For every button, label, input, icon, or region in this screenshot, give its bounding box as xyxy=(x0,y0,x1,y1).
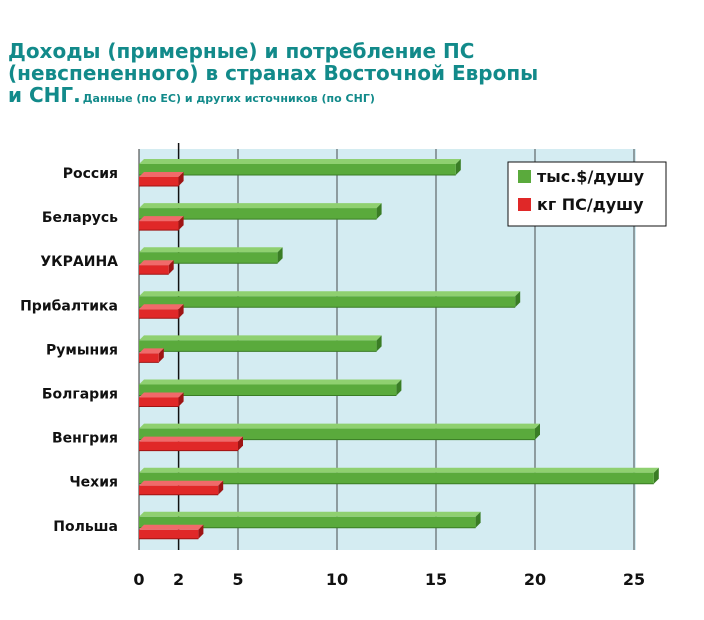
bar-consumption-1 xyxy=(139,216,184,231)
bar-consumption-2 xyxy=(139,260,174,275)
legend: тыс.$/душу кг ПС/душу xyxy=(507,161,667,227)
category-label: Венгрия xyxy=(52,431,118,447)
legend-swatch xyxy=(518,170,531,183)
x-tick-label: 15 xyxy=(425,570,447,589)
bars xyxy=(139,159,659,540)
bar-income-4 xyxy=(139,335,382,352)
category-label: Румыния xyxy=(46,342,118,358)
bar-consumption-8 xyxy=(139,524,204,540)
category-label: Россия xyxy=(63,166,118,182)
legend-label: тыс.$/душу xyxy=(537,167,645,186)
bar-consumption-7 xyxy=(139,480,224,496)
bar-consumption-3 xyxy=(139,304,184,319)
category-label: УКРАИНА xyxy=(40,254,118,270)
legend-box xyxy=(507,161,667,227)
legend-swatch xyxy=(518,198,531,211)
bar-consumption-4 xyxy=(139,348,164,363)
x-tick-label: 10 xyxy=(326,570,348,589)
title-line-3: и СНГ. Данные (по ЕС) и других источников… xyxy=(8,84,698,110)
bar-consumption-0 xyxy=(139,172,184,187)
bar-income-0 xyxy=(139,159,461,176)
bar-income-7 xyxy=(139,467,659,485)
bar-consumption-5 xyxy=(139,392,184,407)
title-line-3-text: и СНГ. xyxy=(8,83,81,107)
category-label: Прибалтика xyxy=(20,298,118,314)
bar-income-3 xyxy=(139,291,521,308)
x-tick-labels: 0 2 5 10 15 20 25 xyxy=(133,570,645,589)
bar-consumption-6 xyxy=(139,436,243,452)
chart-title: Доходы (примерные) и потребление ПС (нев… xyxy=(8,40,698,110)
x-tick-label: 25 xyxy=(623,570,645,589)
x-tick-label: 20 xyxy=(524,570,546,589)
category-label: Чехия xyxy=(69,475,118,491)
title-line-1: Доходы (примерные) и потребление ПС xyxy=(8,39,475,63)
legend-label: кг ПС/душу xyxy=(537,195,644,214)
x-tick-label: 0 xyxy=(133,570,144,589)
chart-subtitle: Данные (по ЕС) и других источников (по С… xyxy=(82,92,375,105)
x-tick-label: 5 xyxy=(232,570,243,589)
category-label: Болгария xyxy=(42,387,118,403)
x-tick-label: 2 xyxy=(173,570,184,589)
category-label: Польша xyxy=(53,519,118,535)
title-line-2: (невспененного) в странах Восточной Евро… xyxy=(8,61,539,85)
category-label: Беларусь xyxy=(42,210,118,226)
category-labels: Россия Беларусь УКРАИНА Прибалтика Румыния Бо… xyxy=(20,166,118,535)
